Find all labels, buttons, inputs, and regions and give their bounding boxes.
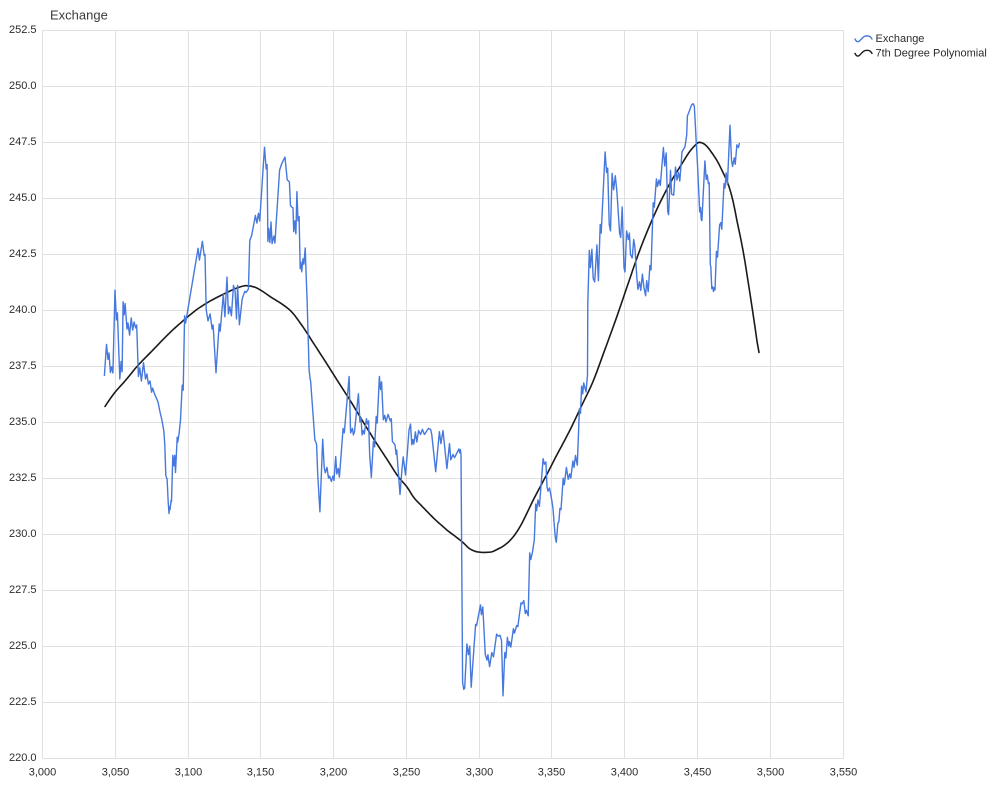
svg-text:225.0: 225.0 [9, 640, 37, 652]
svg-text:7th Degree Polynomial: 7th Degree Polynomial [876, 48, 987, 60]
svg-text:220.0: 220.0 [9, 752, 37, 764]
svg-text:237.5: 237.5 [9, 360, 37, 372]
svg-text:3,150: 3,150 [247, 767, 275, 779]
svg-text:3,350: 3,350 [538, 767, 566, 779]
svg-text:235.0: 235.0 [9, 416, 37, 428]
svg-text:245.0: 245.0 [9, 192, 37, 204]
svg-text:250.0: 250.0 [9, 80, 37, 92]
svg-text:Exchange: Exchange [876, 33, 925, 45]
svg-text:3,100: 3,100 [175, 767, 203, 779]
svg-text:222.5: 222.5 [9, 696, 37, 708]
svg-text:230.0: 230.0 [9, 528, 37, 540]
svg-text:3,550: 3,550 [830, 767, 858, 779]
svg-text:Exchange: Exchange [50, 8, 108, 23]
svg-text:232.5: 232.5 [9, 472, 37, 484]
svg-text:3,000: 3,000 [29, 767, 57, 779]
svg-text:3,250: 3,250 [393, 767, 421, 779]
svg-text:240.0: 240.0 [9, 304, 37, 316]
svg-text:3,400: 3,400 [611, 767, 639, 779]
svg-text:227.5: 227.5 [9, 584, 37, 596]
svg-text:3,300: 3,300 [466, 767, 494, 779]
svg-text:3,200: 3,200 [320, 767, 348, 779]
svg-text:3,450: 3,450 [684, 767, 712, 779]
svg-text:3,050: 3,050 [102, 767, 130, 779]
svg-text:3,500: 3,500 [757, 767, 785, 779]
svg-text:247.5: 247.5 [9, 136, 37, 148]
svg-text:252.5: 252.5 [9, 24, 37, 36]
svg-text:242.5: 242.5 [9, 248, 37, 260]
